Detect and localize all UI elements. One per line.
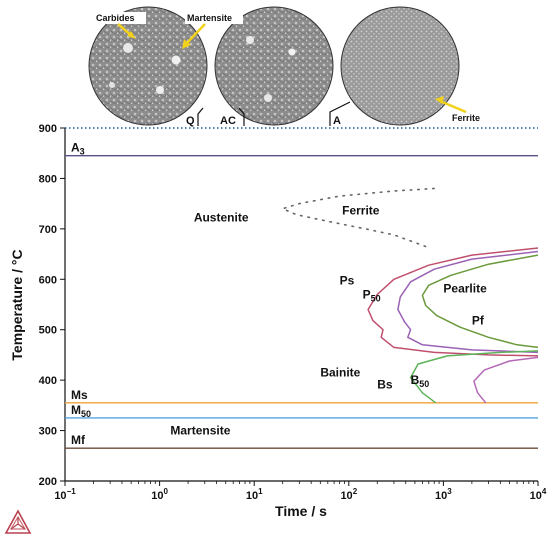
micrograph-ac xyxy=(214,6,334,126)
x-tick-label: 10−1 xyxy=(54,487,76,502)
callout-martensite-arrow xyxy=(185,23,206,45)
curve-p50 xyxy=(397,250,539,354)
tag-bracket-a xyxy=(329,101,351,126)
x-tick-label: 100 xyxy=(151,487,168,502)
callout-martensite-arrowhead xyxy=(182,39,191,49)
micrograph-q xyxy=(88,6,208,126)
x-tick-label: 101 xyxy=(246,487,263,502)
x-tick-label: 104 xyxy=(530,487,547,502)
logo-icon xyxy=(4,509,32,534)
callout-ferrite-arrow xyxy=(439,99,467,114)
region-label-ferrite: Ferrite xyxy=(342,204,380,218)
y-axis-label: Temperature / °C xyxy=(9,249,25,360)
y-tick-label: 200 xyxy=(39,476,57,488)
region-label-bs: Bs xyxy=(377,378,393,392)
temp-line-label-a3: A3 xyxy=(71,141,85,157)
x-axis-label: Time / s xyxy=(275,503,327,519)
y-tick-label: 400 xyxy=(39,375,57,387)
curve-pf xyxy=(421,254,539,349)
y-tick-label: 600 xyxy=(39,274,57,286)
temp-line-label-m50: M50 xyxy=(71,403,91,419)
curve-ferrite xyxy=(281,187,436,248)
y-tick-label: 700 xyxy=(39,224,57,236)
callout-ferrite-bg xyxy=(450,112,488,124)
temp-line-label-mf: Mf xyxy=(71,433,86,447)
micrograph-a xyxy=(340,6,460,126)
region-label-pearlite: Pearlite xyxy=(443,281,487,295)
callout-ferrite: Ferrite xyxy=(452,113,480,123)
y-tick-label: 900 xyxy=(39,123,57,135)
region-label-austenite: Austenite xyxy=(194,210,249,224)
x-tick-label: 102 xyxy=(340,487,357,502)
curve-bs xyxy=(409,350,539,404)
y-tick-label: 300 xyxy=(39,426,57,438)
micrograph-tag-a: A xyxy=(333,115,341,127)
y-tick-label: 800 xyxy=(39,173,57,185)
axis-ticks: 200 300 400 500 600 700 800 900 10−1 100 101 102 103… xyxy=(39,123,547,502)
tag-bracket-ac xyxy=(238,107,245,126)
callout-martensite-bg xyxy=(185,12,243,24)
y-tick-label: 500 xyxy=(39,325,57,337)
tag-bracket-q xyxy=(197,107,204,126)
region-label-p50: P50 xyxy=(363,287,381,303)
callout-carbides-arrowhead xyxy=(127,31,136,39)
curve-b50 xyxy=(473,356,539,404)
micrograph-tag-ac: AC xyxy=(220,115,236,127)
curve-ps xyxy=(367,247,539,357)
region-label-pf: Pf xyxy=(472,314,485,328)
micrograph-tag-q: Q xyxy=(186,115,195,127)
region-label-martensite: Martensite xyxy=(170,424,230,438)
callout-ferrite-arrowhead xyxy=(435,96,444,104)
region-labels: Austenite Ferrite Ps P50 Pearlite Pf Bainite Bs… xyxy=(170,204,487,438)
callout-martensite: Martensite xyxy=(187,13,232,23)
region-label-b50: B50 xyxy=(411,373,430,389)
x-tick-label: 103 xyxy=(435,487,452,502)
callout-carbides-bg xyxy=(94,12,146,24)
callout-carbides: Carbides xyxy=(96,13,135,23)
region-label-bainite: Bainite xyxy=(320,366,360,380)
transformation-curves xyxy=(281,187,539,404)
region-label-ps: Ps xyxy=(340,273,355,287)
temp-line-label-ms: Ms xyxy=(71,388,88,402)
